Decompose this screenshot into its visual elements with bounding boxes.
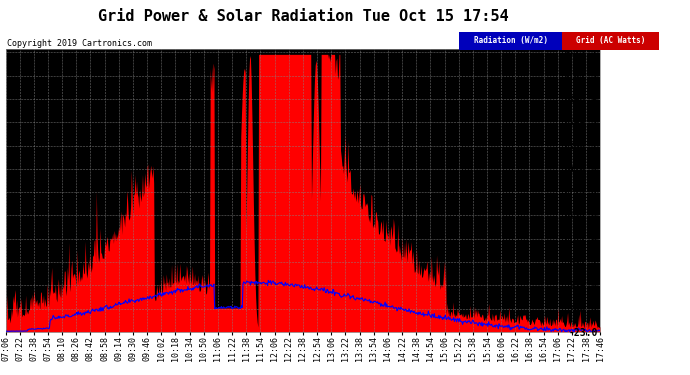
Text: Copyright 2019 Cartronics.com: Copyright 2019 Cartronics.com bbox=[7, 39, 152, 48]
Text: Radiation (W/m2): Radiation (W/m2) bbox=[473, 36, 548, 45]
Text: Grid (AC Watts): Grid (AC Watts) bbox=[576, 36, 645, 45]
Text: Grid Power & Solar Radiation Tue Oct 15 17:54: Grid Power & Solar Radiation Tue Oct 15 … bbox=[98, 9, 509, 24]
